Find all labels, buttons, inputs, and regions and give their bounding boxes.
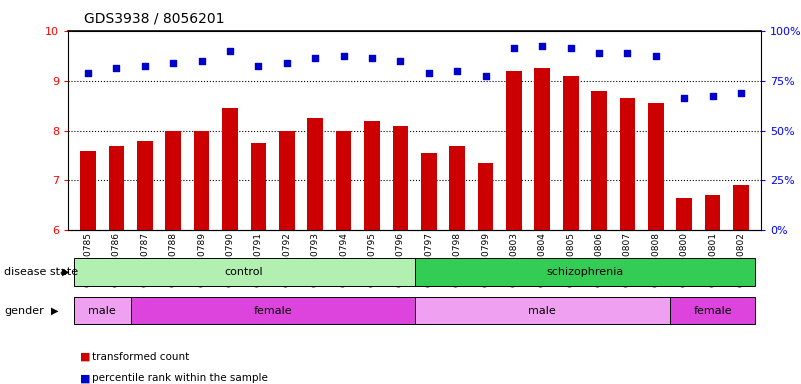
- Text: ▶: ▶: [62, 267, 70, 277]
- Point: [706, 93, 719, 99]
- Bar: [279, 131, 295, 230]
- Bar: [364, 121, 380, 230]
- Point: [252, 63, 265, 69]
- Bar: [222, 108, 238, 230]
- Point: [593, 50, 606, 56]
- Bar: [648, 103, 664, 230]
- Point: [422, 70, 435, 76]
- Point: [365, 55, 378, 61]
- Text: GDS3938 / 8056201: GDS3938 / 8056201: [84, 12, 224, 25]
- Point: [223, 48, 236, 54]
- Text: transformed count: transformed count: [92, 352, 189, 362]
- Text: ▶: ▶: [50, 306, 58, 316]
- Bar: [506, 71, 521, 230]
- Text: percentile rank within the sample: percentile rank within the sample: [92, 373, 268, 383]
- Text: female: female: [694, 306, 732, 316]
- Point: [167, 60, 179, 66]
- Bar: [620, 98, 635, 230]
- Bar: [194, 131, 209, 230]
- Bar: [308, 118, 323, 230]
- Point: [621, 50, 634, 56]
- Bar: [449, 146, 465, 230]
- Point: [479, 73, 492, 79]
- Bar: [336, 131, 352, 230]
- Point: [508, 45, 521, 51]
- Bar: [677, 198, 692, 230]
- Bar: [563, 76, 578, 230]
- Bar: [705, 195, 720, 230]
- Bar: [392, 126, 409, 230]
- Point: [678, 95, 690, 101]
- Point: [650, 53, 662, 59]
- Bar: [477, 163, 493, 230]
- Text: gender: gender: [4, 306, 44, 316]
- Point: [110, 65, 123, 71]
- Bar: [534, 68, 550, 230]
- Text: disease state: disease state: [4, 267, 78, 277]
- Text: female: female: [253, 306, 292, 316]
- Point: [337, 53, 350, 59]
- Point: [139, 63, 151, 69]
- Text: ■: ■: [80, 352, 91, 362]
- Bar: [251, 143, 266, 230]
- Bar: [733, 185, 749, 230]
- Point: [82, 70, 95, 76]
- Bar: [109, 146, 124, 230]
- Bar: [421, 153, 437, 230]
- Text: control: control: [225, 267, 264, 277]
- Bar: [80, 151, 96, 230]
- Point: [308, 55, 321, 61]
- Point: [195, 58, 208, 64]
- Bar: [165, 131, 181, 230]
- Point: [280, 60, 293, 66]
- Text: male: male: [88, 306, 116, 316]
- Text: male: male: [529, 306, 556, 316]
- Text: schizophrenia: schizophrenia: [546, 267, 623, 277]
- Bar: [591, 91, 607, 230]
- Point: [394, 58, 407, 64]
- Bar: [137, 141, 152, 230]
- Point: [735, 90, 747, 96]
- Point: [451, 68, 464, 74]
- Point: [564, 45, 577, 51]
- Point: [536, 43, 549, 49]
- Text: ■: ■: [80, 373, 91, 383]
